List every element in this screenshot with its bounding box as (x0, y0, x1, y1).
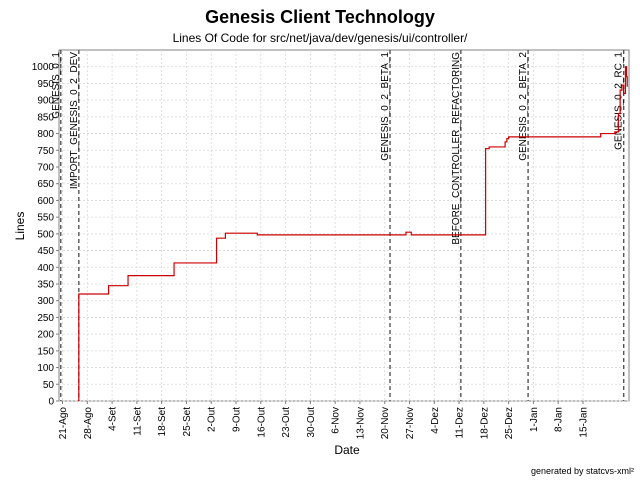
y-tick-label: 550 (37, 213, 54, 224)
y-tick-label: 200 (37, 330, 54, 341)
y-tick-label: 650 (37, 179, 54, 190)
x-tick-label: 4-Set (108, 407, 119, 431)
version-marker-label: GENESIS_0_2_BETA_1 (380, 52, 391, 161)
version-marker-label: GENESIS_0_2_BETA_2 (518, 52, 529, 161)
x-tick-label: 11-Dez (455, 407, 466, 439)
x-tick-label: 16-Out (256, 407, 267, 438)
x-tick-label: 15-Jan (578, 407, 589, 438)
footer-note: generated by statcvs-xml² (531, 466, 634, 476)
x-axis: 21-Ago 28-Ago 4-Set 11-Set 18-Set 25-Set 2-Out… (58, 401, 589, 439)
y-tick-label: 400 (37, 263, 54, 274)
x-tick-label: 18-Set (157, 407, 168, 437)
y-axis: 0 50 100 150 200 250 300 350 400 450 500 550 600 650 7… (32, 62, 59, 408)
x-tick-label: 21-Ago (58, 407, 69, 440)
x-tick-label: 25-Dez (504, 407, 515, 439)
y-tick-label: 700 (37, 163, 54, 174)
y-tick-label: 900 (37, 96, 54, 107)
x-tick-label: 2-Out (207, 407, 218, 432)
x-tick-label: 6-Nov (331, 407, 342, 434)
grid (59, 50, 629, 402)
y-tick-label: 950 (37, 79, 54, 90)
series-line (78, 66, 628, 401)
x-tick-label: 30-Out (306, 407, 317, 438)
y-tick-label: 750 (37, 146, 54, 157)
y-tick-label: 450 (37, 246, 54, 257)
y-tick-label: 0 (48, 397, 54, 408)
x-tick-label: 1-Jan (529, 407, 540, 432)
x-tick-label: 23-Out (281, 407, 292, 438)
y-axis-label: Lines (13, 212, 27, 241)
y-tick-label: 350 (37, 280, 54, 291)
x-tick-label: 11-Set (132, 407, 143, 436)
chart-title: Genesis Client Technology (205, 7, 435, 27)
x-tick-label: 18-Dez (479, 407, 490, 439)
series-layer (78, 66, 628, 401)
y-tick-label: 500 (37, 229, 54, 240)
version-marker-label: GENESIS_0_1 (51, 52, 62, 119)
version-marker-label: GENESIS_0_2_RC_1 (614, 52, 625, 150)
y-tick-label: 50 (43, 380, 55, 391)
version-markers: GENESIS_0_1 IMPORT_GENESIS_0_2_DEV GENESIS… (51, 50, 625, 401)
plot-area (58, 49, 630, 402)
y-tick-label: 600 (37, 196, 54, 207)
x-tick-label: 28-Ago (83, 407, 94, 440)
y-tick-label: 800 (37, 129, 54, 140)
x-axis-label: Date (334, 443, 360, 457)
y-tick-label: 100 (37, 363, 54, 374)
x-tick-label: 20-Nov (380, 407, 391, 439)
version-marker-label: IMPORT_GENESIS_0_2_DEV (69, 52, 80, 189)
x-tick-label: 27-Nov (405, 407, 416, 439)
y-tick-label: 150 (37, 346, 54, 357)
y-tick-label: 1000 (32, 62, 55, 73)
x-tick-label: 4-Dez (430, 407, 441, 434)
x-tick-label: 13-Nov (355, 407, 366, 439)
x-tick-label: 8-Jan (554, 407, 565, 432)
y-tick-label: 850 (37, 112, 54, 123)
x-tick-label: 9-Out (232, 407, 243, 432)
x-tick-label: 25-Set (182, 407, 193, 437)
y-tick-label: 300 (37, 296, 54, 307)
version-marker-label: BEFORE_CONTROLLER_REFACTORING (451, 52, 462, 245)
chart-subtitle: Lines Of Code for src/net/java/dev/genes… (173, 31, 468, 45)
y-tick-label: 250 (37, 313, 54, 324)
